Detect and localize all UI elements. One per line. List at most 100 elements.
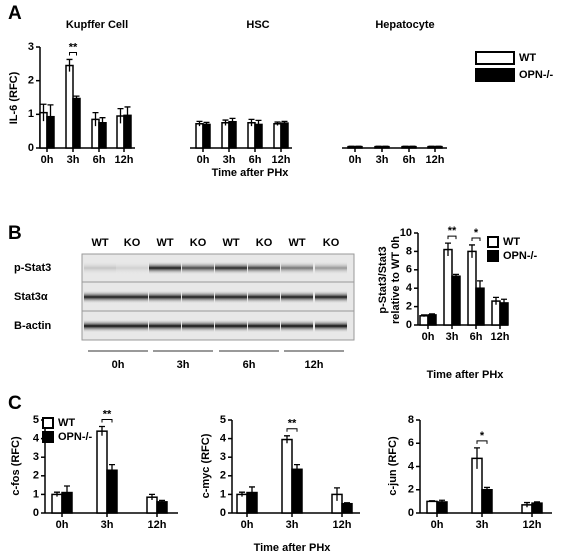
blot-band [315, 319, 347, 333]
x-tick-label: 6h [93, 154, 106, 166]
error-bar [92, 112, 99, 127]
bar [96, 430, 108, 514]
legend-swatch [42, 431, 54, 443]
y-tick-label: 1 [220, 488, 226, 500]
bar [467, 250, 477, 326]
error-bar [40, 103, 47, 122]
x-tick-label: 12h [426, 154, 445, 166]
blot-band [315, 261, 347, 275]
row-label: p-Stat3 [14, 262, 51, 274]
x-tick-label: 0h [241, 519, 254, 531]
error-bar [435, 145, 442, 147]
error-bar [344, 502, 350, 505]
blot-band [149, 261, 181, 275]
y-tick-label: 0 [406, 319, 412, 331]
legend-swatch [42, 417, 54, 429]
error-bar [355, 145, 362, 147]
blot-band [84, 290, 116, 304]
lane-label: WT [288, 237, 305, 249]
blot-band [182, 319, 214, 333]
legend-label: OPN-/- [503, 250, 538, 262]
time-label: 6h [243, 359, 256, 371]
time-label: 12h [305, 359, 324, 371]
blot-band [315, 290, 347, 304]
error-bar [274, 121, 281, 126]
error-bar [477, 280, 483, 296]
error-bar [249, 486, 255, 499]
y-tick-label: 5 [33, 414, 39, 426]
error-bar [109, 463, 115, 476]
error-bar [73, 95, 80, 101]
error-bar [196, 120, 203, 127]
error-bar [334, 487, 340, 501]
y-tick-label: 0 [28, 142, 34, 154]
y-axis-label: p-Stat3/Stat3 [377, 246, 389, 313]
error-bar [348, 145, 355, 147]
significance-label: ** [103, 408, 112, 420]
error-bar [47, 104, 54, 129]
panel-label: B [8, 223, 22, 244]
bar [419, 315, 429, 326]
x-tick-label: 12h [523, 519, 542, 531]
x-tick-label: 12h [333, 519, 352, 531]
significance-bracket [101, 419, 113, 423]
y-tick-label: 2 [408, 484, 414, 496]
error-bar [239, 491, 245, 497]
y-tick-label: 4 [33, 433, 40, 445]
blot-band [281, 261, 313, 275]
x-tick-label: 6h [249, 154, 262, 166]
y-axis-label: c-fos (RFC) [10, 436, 22, 496]
significance-label: ** [69, 41, 78, 53]
group-label: Hepatocyte [375, 19, 434, 31]
y-tick-label: 3 [33, 451, 39, 463]
bar [481, 489, 493, 514]
y-axis-label: c-jun (RFC) [387, 436, 399, 496]
panel-label: A [8, 3, 22, 24]
bar [228, 120, 237, 149]
error-bar [284, 435, 290, 444]
x-axis-label: Time after PHx [427, 369, 505, 381]
error-bar [66, 58, 73, 72]
error-bar [117, 107, 124, 124]
error-bar [524, 501, 530, 508]
y-axis-label: IL-6 (RFC) [8, 71, 20, 124]
x-tick-label: 3h [101, 519, 114, 531]
error-bar [248, 118, 255, 127]
y-tick-label: 1 [28, 108, 34, 120]
y-axis-label: relative to WT 0h [390, 236, 402, 324]
error-bar [149, 493, 155, 500]
time-label: 0h [112, 359, 125, 371]
blot-band [281, 290, 313, 304]
blot-band [215, 261, 247, 275]
legend-label: OPN-/- [58, 431, 93, 443]
panel-label: C [8, 393, 22, 414]
blot-band [84, 319, 116, 333]
x-tick-label: 3h [476, 519, 489, 531]
x-axis-label: Time after PHx [212, 167, 290, 179]
blot-band [116, 290, 148, 304]
error-bar [453, 273, 459, 279]
error-bar [99, 425, 105, 436]
x-tick-label: 6h [470, 331, 483, 343]
blot-band [182, 261, 214, 275]
significance-bracket [69, 51, 77, 56]
bar [426, 500, 438, 514]
significance-label: * [480, 430, 485, 442]
error-bar [124, 106, 131, 124]
error-bar [159, 499, 165, 504]
x-tick-label: 3h [223, 154, 236, 166]
error-bar [203, 121, 210, 127]
x-tick-label: 3h [286, 519, 299, 531]
error-bar [493, 296, 499, 305]
significance-bracket [286, 428, 298, 432]
x-tick-label: 3h [446, 331, 459, 343]
y-tick-label: 0 [33, 507, 39, 519]
y-tick-label: 5 [220, 414, 226, 426]
lane-label: WT [91, 237, 108, 249]
lane-label: KO [256, 237, 273, 249]
bar [202, 123, 211, 149]
blot-band [116, 261, 148, 275]
significance-label: ** [288, 418, 297, 430]
bar [341, 502, 353, 514]
y-tick-label: 8 [406, 245, 412, 257]
